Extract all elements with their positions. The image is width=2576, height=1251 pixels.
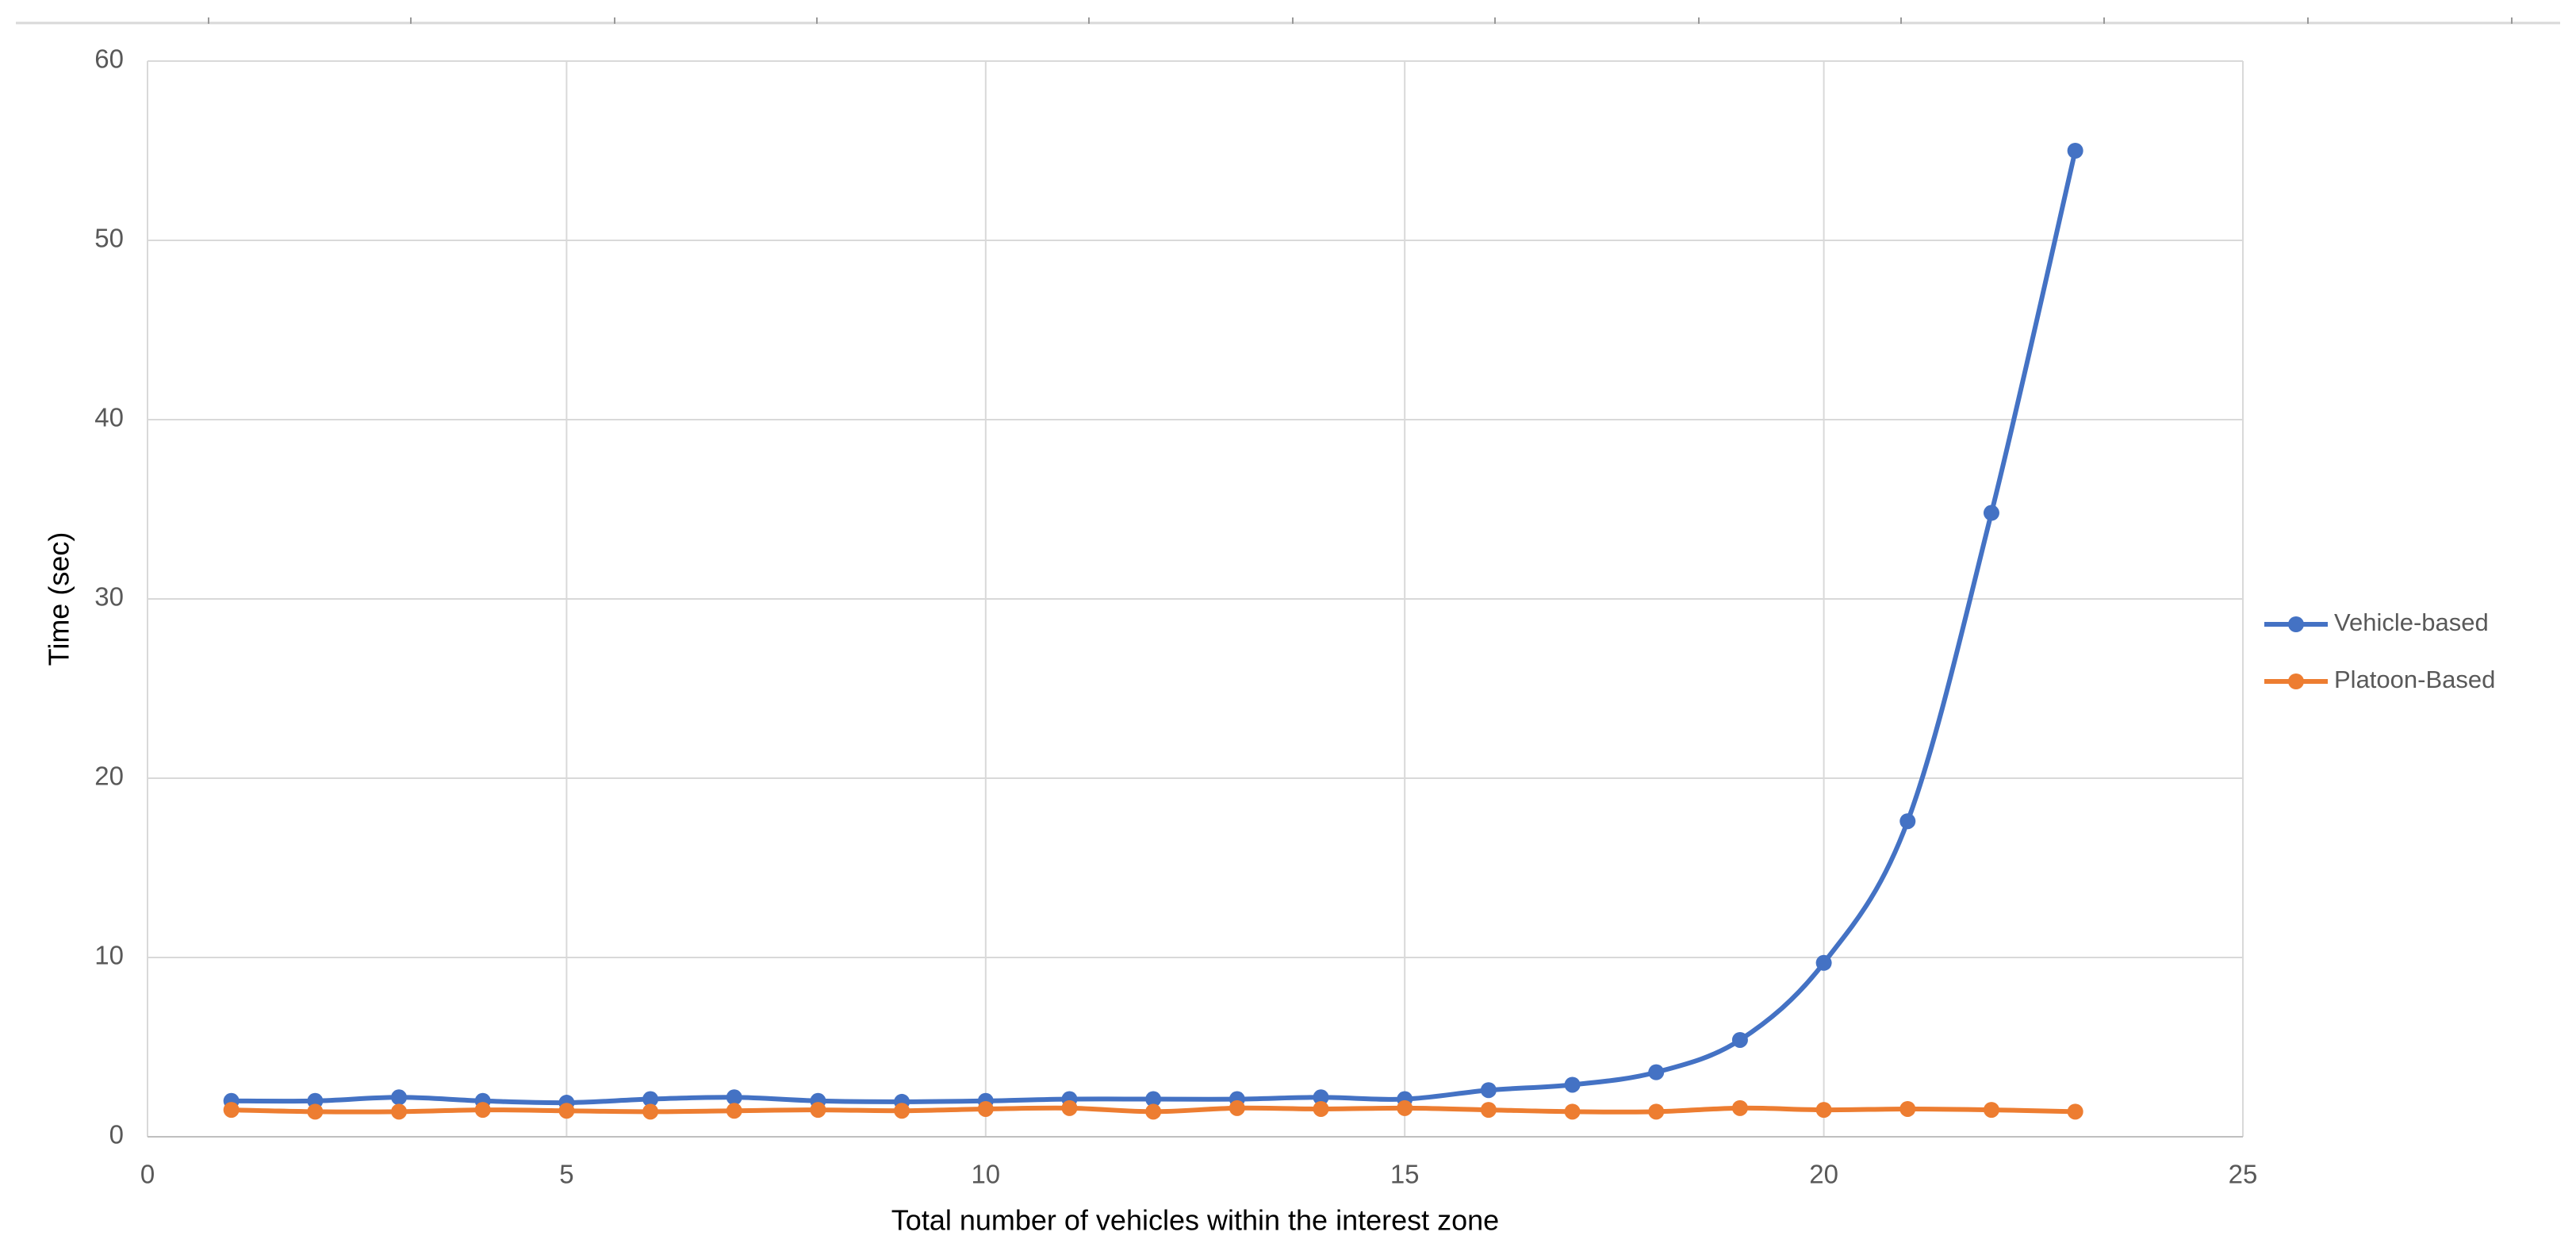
x-tick-label: 20 xyxy=(1809,1160,1838,1189)
data-point xyxy=(1983,505,1999,521)
series-line xyxy=(231,150,2078,1106)
data-point xyxy=(642,1103,659,1120)
data-point xyxy=(1731,1031,1748,1048)
x-axis-title: Total number of vehicles within the inte… xyxy=(891,1204,1499,1237)
data-point xyxy=(1313,1089,1329,1106)
data-point xyxy=(1061,1099,1078,1116)
data-point xyxy=(1564,1076,1581,1093)
data-point xyxy=(894,1103,910,1119)
data-point xyxy=(1480,1102,1497,1119)
y-tick-label: 20 xyxy=(94,762,124,791)
data-point xyxy=(726,1089,742,1106)
data-point xyxy=(1145,1103,1162,1120)
data-point xyxy=(2067,1103,2083,1120)
legend-marker xyxy=(2288,616,2304,632)
y-tick-label: 50 xyxy=(94,224,124,253)
data-point xyxy=(223,1102,240,1119)
data-point xyxy=(307,1103,324,1120)
y-axis-title: Time (sec) xyxy=(43,532,75,666)
y-tick-label: 30 xyxy=(94,582,124,612)
x-tick-label: 25 xyxy=(2229,1160,2258,1189)
data-point xyxy=(558,1103,575,1119)
y-tick-label: 60 xyxy=(94,44,124,74)
legend-label: Platoon-Based xyxy=(2334,666,2495,693)
data-point xyxy=(1229,1099,1245,1116)
data-point xyxy=(1648,1103,1665,1120)
data-point xyxy=(1145,1091,1162,1107)
data-point xyxy=(977,1100,994,1117)
data-point xyxy=(1313,1100,1329,1117)
y-tick-label: 10 xyxy=(94,941,124,970)
data-point xyxy=(810,1102,826,1119)
data-point xyxy=(1731,1099,1748,1116)
x-tick-label: 0 xyxy=(140,1160,155,1189)
data-point xyxy=(726,1103,742,1119)
data-point xyxy=(1983,1102,1999,1119)
y-tick-label: 0 xyxy=(109,1120,124,1149)
legend-marker xyxy=(2288,673,2304,689)
data-point xyxy=(1899,1100,1916,1117)
data-point xyxy=(391,1103,408,1120)
data-point xyxy=(1815,1102,1832,1119)
data-point xyxy=(1815,954,1832,971)
x-tick-label: 5 xyxy=(559,1160,573,1189)
data-point xyxy=(642,1091,659,1107)
y-tick-label: 40 xyxy=(94,403,124,432)
data-point xyxy=(1564,1103,1581,1120)
x-tick-label: 10 xyxy=(971,1160,1000,1189)
data-point xyxy=(1480,1082,1497,1099)
x-tick-label: 15 xyxy=(1390,1160,1420,1189)
legend-label: Vehicle-based xyxy=(2334,608,2489,636)
data-point xyxy=(391,1089,408,1106)
data-point xyxy=(474,1102,491,1119)
data-point xyxy=(2067,143,2083,159)
ruler-ticks xyxy=(208,17,2513,24)
data-point xyxy=(1899,813,1916,830)
data-point xyxy=(1397,1099,1413,1116)
data-point xyxy=(1648,1064,1665,1080)
